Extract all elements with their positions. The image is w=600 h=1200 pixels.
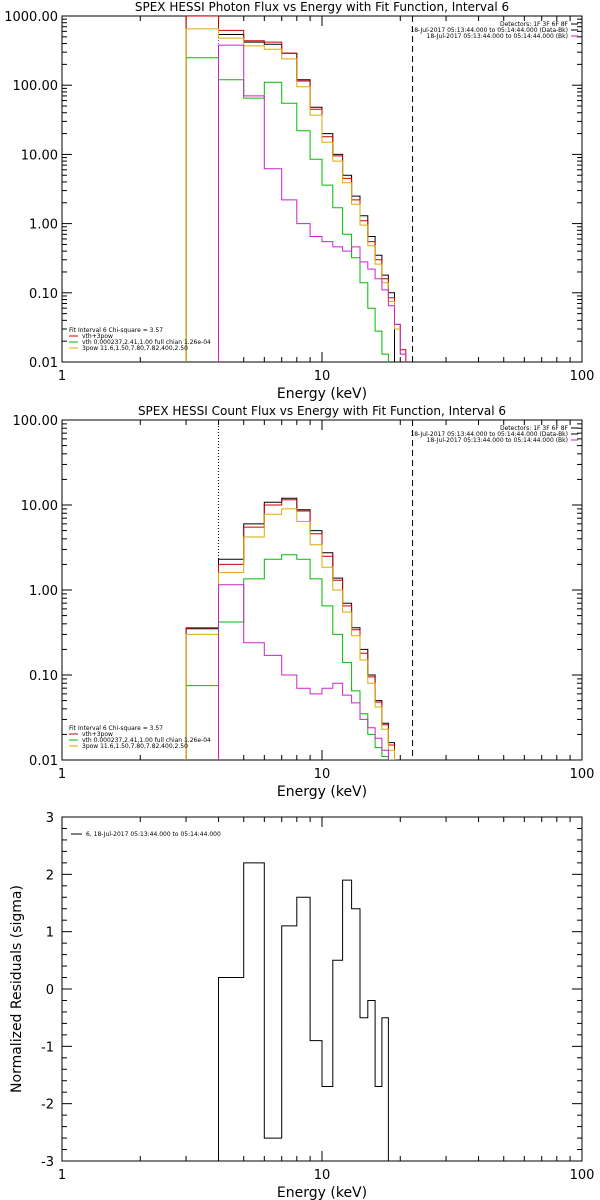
x-tick-label: 100 [570,767,595,782]
y-tick-label: 0 [46,983,54,998]
series-power [185,28,407,362]
y-tick-label: -2 [41,1098,54,1113]
fit-legend-line: 3pow 11.6,1.50,7.80,7.82,400,2.50 [82,345,188,352]
fit-legend-line: Fit Interval 6 Chi-square = 3.57 [69,327,163,334]
x-tick-label: 10 [314,369,331,384]
panel-1: SPEX HESSI Photon Flux vs Energy with Fi… [4,0,594,402]
y-tick-label: 1000.00 [4,10,58,25]
series-data [185,497,395,760]
series-line-power [185,508,395,760]
series-model [185,16,407,362]
series-thermal [185,57,389,362]
info-line: 18-Jul-2017 05:13:44.000 to 05:14:44.000… [427,437,568,444]
series-power [185,508,395,760]
y-tick-label: -1 [41,1040,54,1055]
x-tick-label: 1 [58,1168,66,1183]
x-tick-label: 100 [570,1168,595,1183]
y-tick-label: 1 [46,926,54,941]
residual-legend-label: 6, 18-Jul-2017 05:13:44.000 to 05:14:44.… [86,831,221,838]
y-tick-label: 10.00 [21,148,58,163]
plot-frame [61,15,583,363]
series-line-model [185,499,395,760]
y-tick-label: 100.00 [13,414,59,429]
y-tick-label: 0.01 [29,356,58,371]
x-tick-label: 1 [58,369,66,384]
y-tick-label: 3 [46,811,54,826]
y-tick-label: 2 [46,868,54,883]
fit-legend-line: vth+3pow [82,333,113,340]
series-background [218,584,389,760]
fit-legend-line: vth 0.000237,2.41,1.00 full chian 1.26e-… [82,339,211,346]
series-line-data [185,16,395,362]
y-tick-label: 10.00 [21,499,58,514]
chart-title: SPEX HESSI Count Flux vs Energy with Fit… [138,404,506,418]
info-line: 18-Jul-2017 05:13:44.000 to 05:14:44.000… [410,27,568,34]
series-line-data [185,497,395,760]
series-line-background [218,44,407,362]
x-tick-label: 10 [314,1168,331,1183]
y-tick-label: 1.00 [29,218,58,233]
fit-legend-line: Fit Interval 6 Chi-square = 3.57 [69,725,163,732]
y-tick-label: 100.00 [13,79,59,94]
x-tick-label: 100 [570,369,595,384]
series-data [185,16,395,362]
chart-title: SPEX HESSI Photon Flux vs Energy with Fi… [135,0,509,14]
plot-frame [61,816,583,1162]
x-axis-label: Energy (keV) [277,784,367,800]
series-line-model [185,16,407,362]
x-axis-label: Energy (keV) [277,1185,367,1200]
x-axis-label: Energy (keV) [277,386,367,402]
info-line: 18-Jul-2017 05:13:44.000 to 05:14:44.000… [427,33,568,40]
x-tick-label: 1 [58,767,66,782]
fit-legend-line: vth 0.000237,2.41,1.00 full chian 1.26e-… [82,737,211,744]
series-line-thermal [185,554,395,760]
y-tick-label: 0.10 [29,287,58,302]
y-tick-label: 0.10 [29,669,58,684]
series-line-residuals [218,862,389,1161]
series-residuals [218,862,389,1161]
fit-legend-line: 3pow 11.6,1.50,7.80,7.82,400,2.50 [82,743,188,750]
series-line-power [185,28,407,362]
y-tick-label: -3 [41,1155,54,1170]
series-background [218,44,407,362]
y-tick-label: 0.01 [29,754,58,769]
panel-2: SPEX HESSI Count Flux vs Energy with Fit… [13,404,595,800]
y-tick-label: 1.00 [29,584,58,599]
panel-3: 1 10 100 Energy (keV) -3 -2 -1 0 1 2 3 Normalized R… [9,811,594,1200]
info-line: Detectors: 1F 3F 6F 8F [500,425,569,432]
info-line: Detectors: 1F 3F 6F 8F [500,21,569,28]
series-model [185,499,395,760]
series-thermal [185,554,395,760]
y-axis-label: Normalized Residuals (sigma) [9,885,25,1093]
series-line-background [218,584,389,760]
series-line-thermal [185,57,389,362]
info-line: 18-Jul-2017 05:13:44.000 to 05:14:44.000… [410,431,568,438]
x-tick-label: 10 [314,767,331,782]
fit-legend-line: vth+3pow [82,731,113,738]
